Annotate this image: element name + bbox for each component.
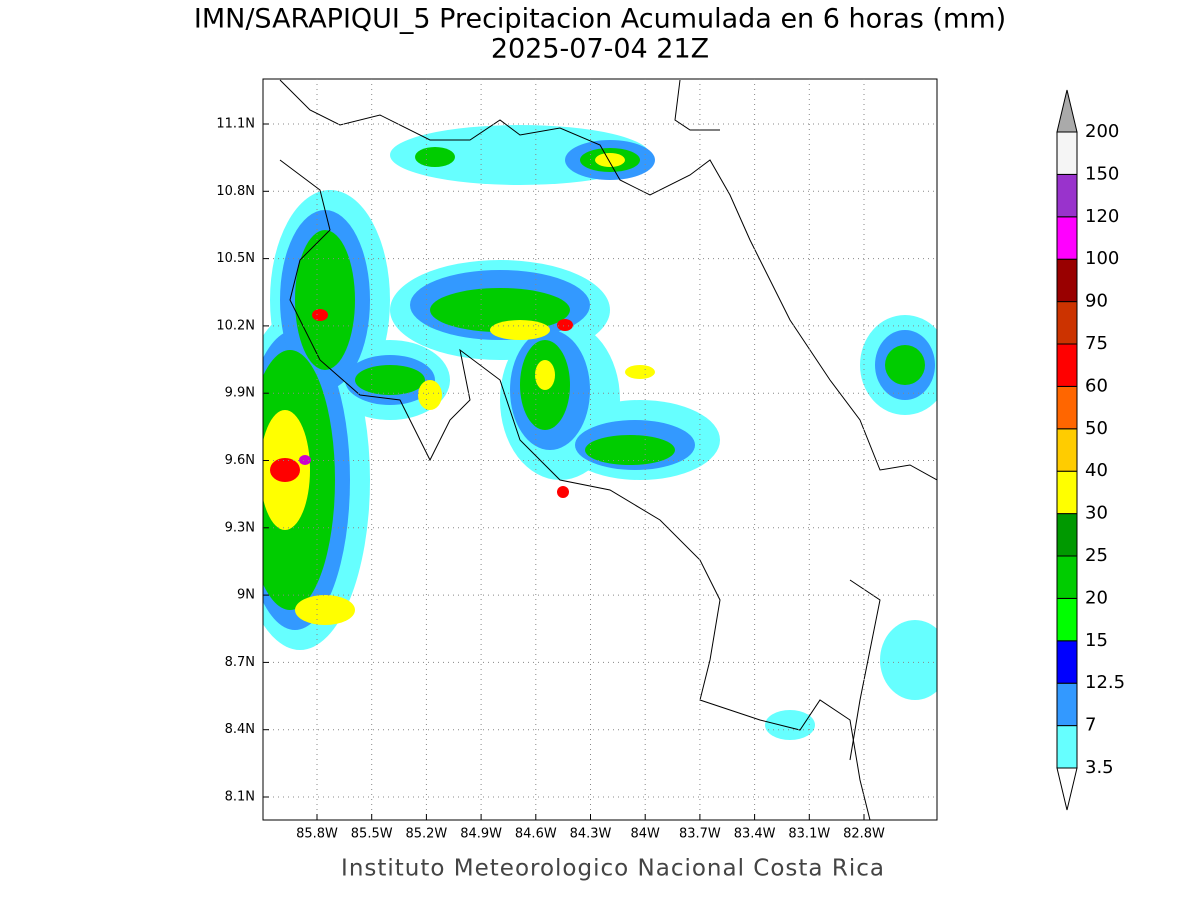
x-tick-label: 84.6W [515,827,557,842]
colorbar-box [1056,555,1078,599]
colorbar-over [1056,89,1078,133]
colorbar-label: 7 [1085,715,1096,736]
x-tick-label: 83.7W [679,827,721,842]
y-tick-label: 11.1N [216,117,255,132]
colorbar-box [1056,385,1078,430]
x-tick-label: 85.8W [296,827,338,842]
y-tick-label: 8.4N [225,722,255,737]
x-tick-label: 85.5W [351,827,393,842]
colorbar-label: 75 [1085,333,1108,354]
y-tick-label: 9.9N [225,386,255,401]
title: IMN/SARAPIQUI_5 Precipitacion Acumulada … [194,4,1006,35]
colorbar-box [1056,682,1078,727]
colorbar-box [1056,513,1078,557]
colorbar-label: 30 [1085,503,1108,524]
y-tick-label: 10.5N [216,251,255,266]
colorbar-box [1056,173,1078,218]
colorbar-label: 90 [1085,291,1108,312]
colorbar-under [1056,767,1078,811]
colorbar-box [1056,470,1078,515]
colorbar-label: 40 [1085,460,1108,481]
colorbar-box [1056,640,1078,684]
colorbar-box [1056,301,1078,345]
x-tick-label: 84.9W [460,827,502,842]
y-tick-label: 9.3N [225,520,255,535]
x-tick-label: 82.8W [843,827,885,842]
colorbar-label: 150 [1085,163,1119,184]
y-tick-label: 9N [237,588,255,603]
x-tick-label: 85.2W [405,827,447,842]
y-tick-label: 8.7N [225,655,255,670]
x-tick-label: 83.1W [788,827,830,842]
colorbar-box [1056,131,1078,175]
subtitle: 2025-07-04 21Z [491,34,709,65]
colorbar-box [1056,258,1078,303]
colorbar-label: 15 [1085,630,1108,651]
colorbar-label: 100 [1085,248,1119,269]
colorbar-box [1056,216,1078,260]
colorbar-label: 200 [1085,121,1119,142]
colorbar-box [1056,597,1078,642]
colorbar-box [1056,725,1078,769]
colorbar-label: 25 [1085,545,1108,566]
x-tick-label: 83.4W [734,827,776,842]
y-tick-label: 10.2N [216,318,255,333]
colorbar-label: 60 [1085,375,1108,396]
footer: Instituto Meteorologico Nacional Costa R… [341,856,885,882]
colorbar-box [1056,428,1078,472]
y-tick-label: 8.1N [225,790,255,805]
colorbar-box [1056,343,1078,387]
x-tick-label: 84.3W [570,827,612,842]
map-frame [262,78,938,821]
colorbar-label: 3.5 [1085,757,1114,778]
coastline [279,79,937,820]
y-tick-label: 9.6N [225,453,255,468]
colorbar-label: 50 [1085,418,1108,439]
colorbar-label: 120 [1085,206,1119,227]
y-tick-label: 10.8N [216,184,255,199]
precip-field [263,125,937,740]
colorbar-label: 12.5 [1085,672,1125,693]
x-tick-label: 84W [630,827,660,842]
colorbar-label: 20 [1085,587,1108,608]
